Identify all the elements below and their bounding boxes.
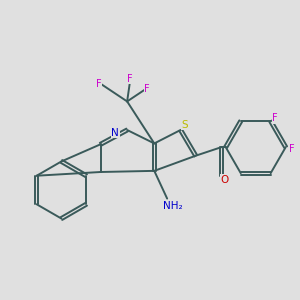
Text: N: N (111, 128, 119, 138)
Text: NH₂: NH₂ (163, 201, 183, 211)
Text: F: F (272, 113, 278, 123)
Text: F: F (127, 74, 133, 84)
Text: O: O (221, 175, 229, 185)
Text: F: F (289, 144, 295, 154)
Text: F: F (96, 79, 101, 89)
Text: F: F (144, 84, 150, 94)
Text: S: S (182, 120, 188, 130)
